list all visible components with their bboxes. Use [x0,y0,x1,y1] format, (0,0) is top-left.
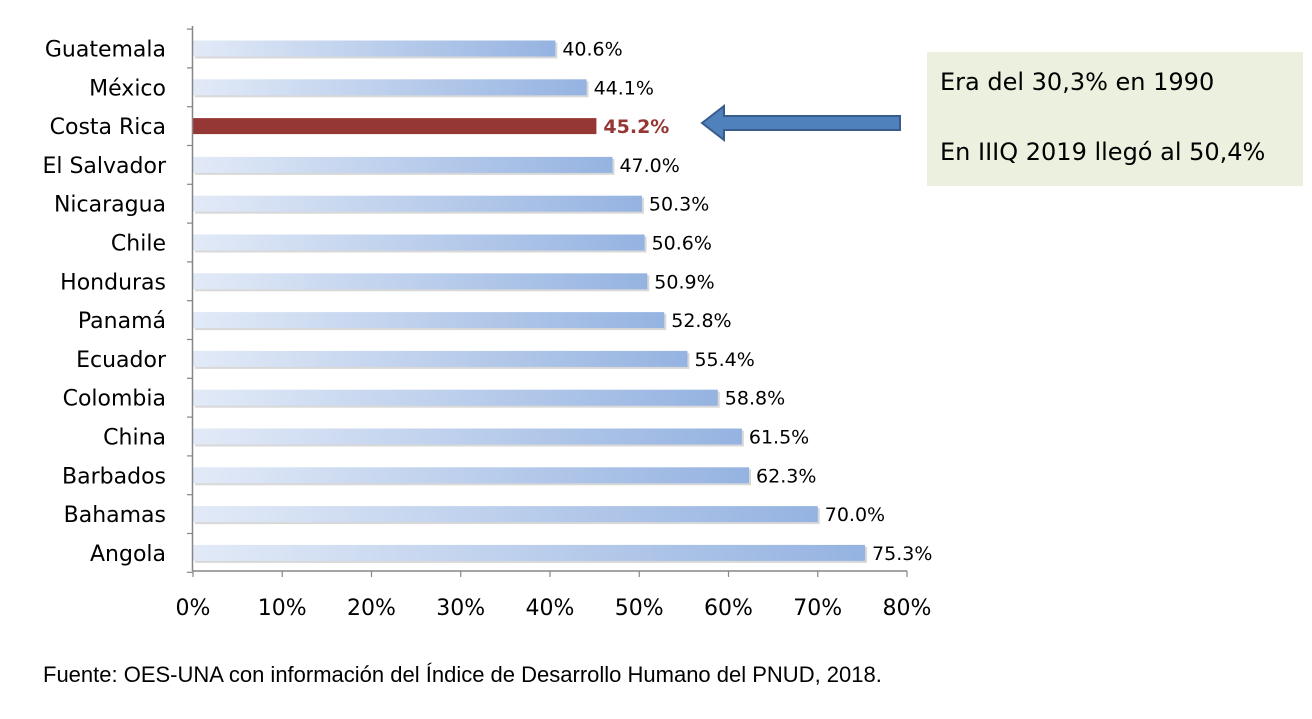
annotation-line-2019: En IIIQ 2019 llegó al 50,4% [940,138,1266,166]
source-note: Fuente: OES-UNA con información del Índi… [43,662,882,687]
bars-layer: Guatemala 40.6% México 44.1% Costa Rica 45.2%… [42,38,932,567]
value-label-nicaragua: 50.3% [649,194,709,216]
value-label-ecuador: 55.4% [694,349,754,371]
bar-costa-rica [193,118,597,135]
bar-barbados [193,467,750,484]
category-label-guatemala: Guatemala [45,38,166,63]
value-label-colombia: 58.8% [725,388,785,410]
x-tick-label-60: 60% [704,596,753,621]
bar-ecuador [193,350,688,367]
x-tick-label-50: 50% [615,596,664,621]
x-tick-label-0: 0% [176,596,211,621]
bar-nicaragua [193,195,642,212]
bar-angola [193,544,866,561]
category-label-nicaragua: Nicaragua [54,193,166,218]
x-tick-label-40: 40% [526,596,575,621]
category-label-panama: Panamá [78,309,166,334]
x-tick-label-20: 20% [347,596,396,621]
bar-colombia [193,389,718,406]
annotation-box: Era del 30,3% en 1990 En IIIQ 2019 llegó… [927,52,1303,186]
x-tick-label-70: 70% [793,596,842,621]
value-label-mexico: 44.1% [594,77,654,99]
value-label-honduras: 50.9% [654,271,714,293]
category-label-bahamas: Bahamas [64,503,166,528]
category-label-mexico: México [89,76,166,101]
category-label-barbados: Barbados [62,464,166,489]
category-label-angola: Angola [90,542,166,567]
bar-el-salvador [193,156,613,173]
x-tick-label-10: 10% [258,596,307,621]
bar-honduras [193,273,648,290]
bar-bahamas [193,506,818,523]
value-label-el-salvador: 47.0% [619,155,679,177]
x-tick-label-30: 30% [436,596,485,621]
category-label-colombia: Colombia [63,387,166,412]
category-label-ecuador: Ecuador [76,348,167,373]
bar-panama [193,312,665,329]
x-axis: 0% 10% 20% 30% 40% 50% 60% 70% 80% [176,26,932,621]
bar-mexico [193,79,587,96]
category-label-costa-rica: Costa Rica [50,115,166,140]
value-label-chile: 50.6% [652,233,712,255]
category-label-chile: Chile [111,232,166,257]
x-tick-label-80: 80% [883,596,932,621]
category-label-honduras: Honduras [60,270,166,295]
value-label-guatemala: 40.6% [562,39,622,61]
annotation-line-1990: Era del 30,3% en 1990 [940,68,1215,96]
value-label-panama: 52.8% [671,310,731,332]
value-label-china: 61.5% [749,427,809,449]
bar-chart: Guatemala 40.6% México 44.1% Costa Rica 45.2%… [42,26,932,621]
bar-china [193,428,742,445]
category-label-china: China [103,426,166,451]
value-label-costa-rica: 45.2% [603,116,669,138]
bar-chile [193,234,645,251]
value-label-bahamas: 70.0% [825,504,885,526]
value-label-barbados: 62.3% [756,465,816,487]
category-label-el-salvador: El Salvador [42,154,166,179]
value-label-angola: 75.3% [872,543,932,565]
arrow-shape [700,104,901,143]
chart-svg: Guatemala 40.6% México 44.1% Costa Rica 45.2%… [42,26,932,621]
bar-guatemala [193,40,556,57]
left-arrow-icon [700,104,901,143]
